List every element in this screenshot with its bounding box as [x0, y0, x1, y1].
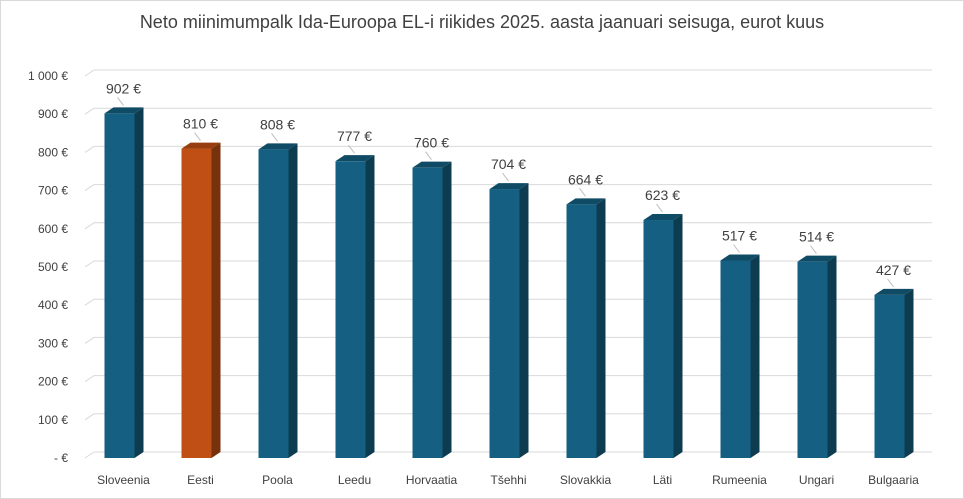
x-category-label: Tšehhi [490, 473, 526, 487]
bar-side [519, 183, 529, 458]
leader-line [348, 144, 355, 154]
x-category-label: Leedu [338, 473, 371, 487]
x-category-label: Horvaatia [406, 473, 458, 487]
bar-side [673, 214, 683, 458]
x-category-label: Poola [262, 473, 293, 487]
y-tick-label: 900 € [38, 107, 68, 121]
data-label: 427 € [876, 262, 911, 278]
leader-line [425, 151, 432, 160]
bar-front [412, 167, 443, 458]
y-tick-label: 300 € [38, 336, 68, 350]
gridline [84, 69, 932, 77]
chart-title: Neto miinimumpalk Ida-Euroopa EL-i riiki… [139, 12, 825, 32]
bar-top [874, 288, 914, 295]
bar-front [797, 261, 828, 458]
y-tick-label: 400 € [38, 298, 68, 312]
bar-front [720, 260, 751, 458]
bar-side [365, 155, 375, 458]
gridline [84, 107, 932, 115]
bar-top [643, 214, 683, 221]
y-tick-label: 700 € [38, 184, 68, 198]
y-tick-label: 600 € [38, 222, 68, 236]
bar-side [211, 142, 221, 458]
data-label: 664 € [568, 171, 603, 187]
bar-top [412, 161, 452, 168]
data-label: 517 € [722, 228, 757, 244]
x-category-label: Ungari [799, 473, 834, 487]
bar-side [904, 288, 914, 458]
bar-side [442, 161, 452, 458]
x-category-label: Läti [653, 473, 672, 487]
bar-top [181, 142, 221, 149]
data-label: 514 € [799, 229, 834, 245]
data-label: 810 € [183, 116, 218, 132]
bar-top [489, 183, 529, 190]
leader-line [579, 188, 586, 197]
bar-top [797, 255, 837, 262]
bar-top [104, 107, 144, 114]
leader-line [887, 278, 894, 288]
bar-top [258, 143, 298, 150]
x-category-label: Rumeenia [712, 473, 767, 487]
y-tick-label: 500 € [38, 260, 68, 274]
leader-line [194, 132, 201, 141]
x-category-label: Sloveenia [97, 473, 150, 487]
bar-side [134, 107, 144, 458]
bar-top [566, 198, 606, 205]
bar-side [750, 254, 760, 458]
leader-line [117, 97, 124, 106]
data-label: 902 € [106, 80, 141, 96]
bar-front [335, 161, 366, 458]
bar-top [720, 254, 760, 261]
leader-line [810, 245, 817, 254]
bar-front [181, 148, 212, 458]
y-tick-label: - € [54, 451, 68, 465]
bar-front [874, 294, 905, 458]
bar-front [258, 149, 289, 458]
leader-line [502, 172, 509, 182]
gridline [84, 184, 932, 192]
x-category-label: Bulgaaria [868, 473, 919, 487]
bar-front [104, 113, 135, 458]
data-label: 623 € [645, 187, 680, 203]
bar-side [596, 198, 606, 459]
leader-line [271, 133, 278, 142]
y-tick-label: 200 € [38, 375, 68, 389]
data-label: 760 € [414, 135, 449, 151]
bar-front [489, 189, 520, 458]
y-tick-label: 1 000 € [28, 69, 68, 83]
data-label: 777 € [337, 128, 372, 144]
y-tick-label: 800 € [38, 145, 68, 159]
x-category-label: Slovakkia [560, 473, 612, 487]
data-label: 704 € [491, 156, 526, 172]
bar-top [335, 155, 375, 162]
leader-line [733, 244, 740, 253]
x-category-label: Eesti [187, 473, 214, 487]
bar-front [643, 220, 674, 458]
data-label: 808 € [260, 116, 295, 132]
y-tick-label: 100 € [38, 413, 68, 427]
leader-line [656, 203, 663, 213]
gridline [84, 145, 932, 153]
bar-side [827, 255, 837, 458]
bar-side [288, 143, 298, 458]
bar-front [566, 204, 597, 458]
